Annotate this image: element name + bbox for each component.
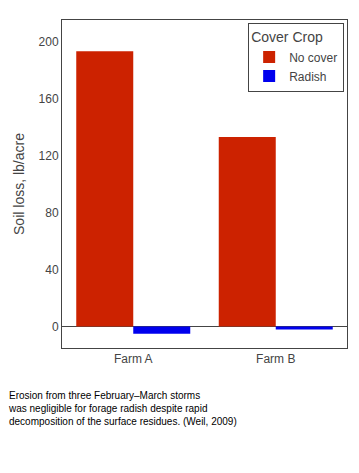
svg-text:Farm A: Farm A [114,352,153,366]
svg-text:160: 160 [39,92,59,106]
svg-text:Farm B: Farm B [256,352,295,366]
svg-text:Cover Crop: Cover Crop [251,29,323,45]
svg-text:120: 120 [39,149,59,163]
svg-text:40: 40 [45,263,59,277]
svg-text:Radish: Radish [289,70,326,84]
svg-text:No cover: No cover [289,51,337,65]
svg-text:Erosion from three February–Ma: Erosion from three February–March storms… [8,390,237,427]
svg-text:Soil loss, lb/acre: Soil loss, lb/acre [11,133,27,235]
svg-text:0: 0 [52,320,59,334]
svg-text:200: 200 [39,35,59,49]
svg-text:80: 80 [45,206,59,220]
